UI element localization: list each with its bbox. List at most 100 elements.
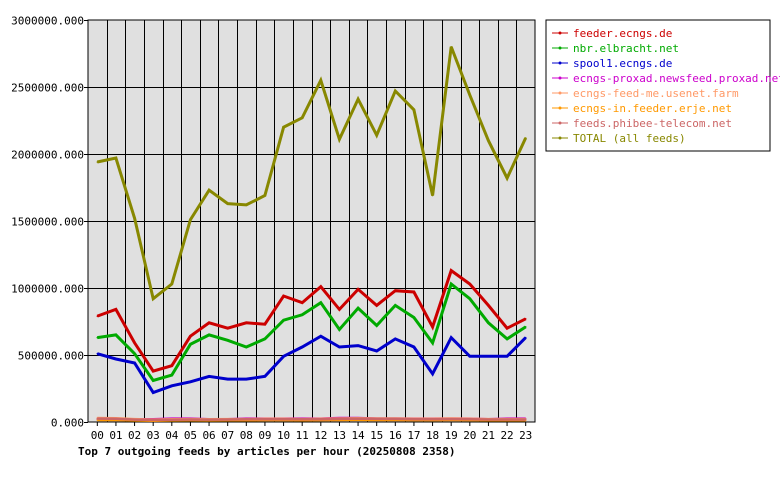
legend-label: ecngs-in.feeder.erje.net <box>573 102 732 115</box>
data-point <box>245 378 248 380</box>
legend-label: feeds.phibee-telecom.net <box>573 117 732 130</box>
data-point <box>487 304 490 307</box>
data-point <box>264 418 266 420</box>
data-point <box>469 283 471 285</box>
legend-label: ecngs-proxad.newsfeed.proxad.net <box>573 72 780 85</box>
data-point <box>208 189 210 191</box>
data-point <box>338 138 341 141</box>
data-point <box>469 418 471 420</box>
legend-marker <box>558 31 562 35</box>
legend-marker <box>558 136 562 140</box>
data-point <box>208 334 210 336</box>
data-point <box>320 301 322 304</box>
x-tick-label: 13 <box>333 429 346 442</box>
data-point <box>96 315 99 317</box>
x-tick-label: 20 <box>463 429 476 442</box>
data-point <box>189 218 192 221</box>
data-point <box>375 304 378 307</box>
series-line-6 <box>97 417 526 422</box>
data-point <box>487 418 490 421</box>
x-tick-label: 00 <box>91 429 104 442</box>
data-point <box>450 269 452 272</box>
legend-marker <box>558 76 562 80</box>
x-tick-label: 10 <box>277 429 290 442</box>
data-point <box>226 378 229 380</box>
y-tick-label: 1500000.000 <box>11 216 84 229</box>
data-point <box>357 98 359 100</box>
data-point <box>152 370 154 372</box>
data-point <box>375 418 378 420</box>
x-tick-label: 18 <box>426 429 439 442</box>
data-point <box>506 355 508 358</box>
data-point <box>152 379 154 382</box>
data-point <box>133 217 136 220</box>
x-tick-label: 14 <box>351 429 365 442</box>
legend-label: ecngs-feed-me.usenet.farm <box>573 87 739 100</box>
data-point <box>133 362 136 364</box>
data-point <box>208 418 210 421</box>
x-tick-label: 23 <box>519 429 532 442</box>
data-point <box>431 342 434 344</box>
data-point <box>487 322 490 324</box>
data-point <box>320 335 322 338</box>
legend-label: TOTAL (all feeds) <box>573 132 686 145</box>
data-point <box>264 375 266 378</box>
data-point <box>338 308 341 311</box>
y-tick-label: 0.000 <box>51 417 84 430</box>
x-tick-label: 15 <box>370 429 383 442</box>
legend-box <box>545 19 771 152</box>
data-point <box>264 323 266 325</box>
data-point <box>189 343 192 346</box>
data-point <box>171 385 173 387</box>
data-point <box>524 137 527 139</box>
data-point <box>469 94 471 96</box>
chart-title: Top 7 outgoing feeds by articles per hou… <box>78 445 456 458</box>
data-point <box>357 288 359 291</box>
x-tick-label: 21 <box>482 429 495 442</box>
data-point <box>189 335 192 338</box>
data-point <box>469 355 471 358</box>
data-point <box>115 417 117 420</box>
data-point <box>226 418 229 421</box>
data-point <box>301 346 303 348</box>
series-line-0 <box>96 268 527 373</box>
data-point <box>450 336 452 339</box>
data-point <box>152 419 154 421</box>
legend: feeder.ecngs.de nbr.elbracht.net spool1.ec… <box>545 19 780 152</box>
x-tick-label: 07 <box>221 429 234 442</box>
data-point <box>96 352 99 355</box>
y-tick-label: 2000000.000 <box>11 149 84 162</box>
data-point <box>264 194 266 197</box>
data-point <box>133 418 136 421</box>
legend-marker <box>558 121 562 125</box>
data-point <box>413 291 415 293</box>
data-point <box>245 418 248 421</box>
data-point <box>282 319 285 321</box>
data-point <box>431 418 434 420</box>
data-point <box>171 283 173 285</box>
data-point <box>413 418 415 420</box>
legend-marker <box>558 46 562 50</box>
data-point <box>338 328 341 331</box>
data-point <box>282 126 285 128</box>
data-point <box>245 204 248 206</box>
x-tick-label: 06 <box>202 429 215 442</box>
data-point <box>469 297 471 300</box>
data-point <box>394 418 397 420</box>
data-point <box>96 336 99 339</box>
x-tick-label: 19 <box>445 429 458 442</box>
data-point <box>394 338 397 340</box>
data-point <box>96 417 99 420</box>
data-point <box>524 336 527 339</box>
data-point <box>96 161 99 163</box>
data-point <box>115 358 117 360</box>
data-point <box>413 346 415 348</box>
data-point <box>431 372 434 375</box>
data-point <box>245 346 248 348</box>
data-point <box>375 324 378 327</box>
data-point <box>115 157 117 159</box>
data-point <box>189 418 192 421</box>
data-point <box>320 285 322 288</box>
x-tick-label: 09 <box>258 429 271 442</box>
